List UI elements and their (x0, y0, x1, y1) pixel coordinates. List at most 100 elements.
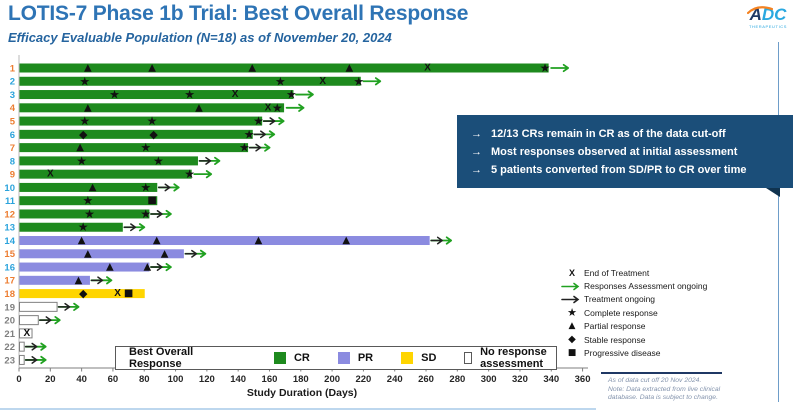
x-axis-tick-label: 280 (449, 374, 465, 385)
stable-marker: ◆ (79, 287, 88, 300)
treatment-ongoing-arrow (198, 156, 212, 165)
x-axis-tick-label: 140 (230, 374, 246, 385)
patient-id-label: 17 (4, 276, 15, 287)
patient-bar (19, 315, 39, 326)
patient-id-label: 13 (4, 223, 15, 234)
patient-bar (19, 262, 150, 272)
arrow-bullet-icon: → (471, 145, 482, 158)
partial-marker: ▲ (84, 102, 92, 113)
progressive-marker: ■ (124, 288, 133, 299)
patient-id-label: 8 (10, 156, 15, 167)
patient-bar (19, 222, 123, 232)
patient-bar (19, 341, 25, 352)
bor-color-swatch (273, 352, 286, 364)
patient-bar (19, 301, 58, 312)
patient-id-label: 4 (10, 103, 16, 114)
patient-id-label: 23 (4, 355, 15, 366)
swimmer-plot: 0 20 40 60 80 100 120 140 160 180 200 220 240 260 280 3… (0, 55, 600, 405)
complete-marker: ★ (140, 180, 151, 194)
complete-marker: ★ (286, 88, 297, 102)
patient-id-label: 20 (4, 316, 15, 327)
footnote-line: database. Data is subject to change. (608, 394, 718, 402)
treatment-ongoing-arrow (24, 342, 38, 351)
x-axis-tick-label: 260 (418, 374, 434, 385)
partial-marker: ▲ (76, 142, 84, 153)
complete-marker: ★ (79, 74, 90, 88)
assessment-ongoing-arrow (550, 63, 570, 73)
x-axis-tick-label: 0 (16, 374, 21, 385)
complete-marker: ★ (84, 207, 95, 221)
partial-marker: ▲ (89, 182, 97, 193)
swimmer-plot-svg: 0 20 40 60 80 100 120 140 160 180 200 220 240 260 280 3… (4, 55, 591, 399)
treatment-ongoing-arrow (430, 236, 443, 245)
logo-subtext: THERAPEUTICS (748, 24, 788, 29)
patient-id-label: 9 (10, 170, 15, 181)
right-accent-line (778, 42, 779, 402)
patient-id-label: 16 (4, 262, 15, 273)
x-axis-tick-label: 240 (387, 374, 403, 385)
patient-bar (19, 328, 33, 339)
progressive-marker: ■ (147, 195, 156, 206)
complete-marker: ★ (184, 167, 195, 181)
partial-legend-icon: ▲ (568, 321, 576, 332)
patient-id-label: 14 (4, 236, 15, 247)
complete-marker: ★ (353, 74, 364, 88)
marker-legend-item: ■ Progressive disease (560, 346, 775, 359)
partial-marker: ▲ (161, 248, 169, 259)
x-axis-title: Study Duration (Days) (247, 387, 357, 399)
treatment-ongoing-arrow (39, 316, 52, 325)
complete-marker: ★ (79, 114, 90, 128)
partial-marker: ▲ (345, 63, 353, 74)
adc-therapeutics-logo: ADC THERAPEUTICS (746, 6, 790, 29)
progressive-legend-icon: ■ (567, 348, 577, 359)
assessment-ongoing-arrow (193, 170, 213, 179)
patient-id-label: 1 (10, 63, 16, 74)
x-axis-tick-label: 300 (481, 374, 497, 385)
marker-legend-label: Progressive disease (584, 348, 661, 359)
marker-legend-label: End of Treatment (584, 267, 650, 278)
stable-marker: ◆ (149, 128, 158, 141)
footnote-line: Note: Data extracted from live clinical (608, 385, 721, 393)
partial-marker: ▲ (148, 63, 156, 74)
treatment-ongoing-arrow (123, 223, 137, 232)
treatment-ongoing-arrow (158, 183, 171, 192)
eot-marker: X (47, 169, 54, 180)
treatment-ongoing-arrow (262, 117, 276, 126)
footnote: As of data cut off 20 Nov 2024. Note: Dat… (608, 377, 778, 403)
complete-marker: ★ (239, 141, 250, 155)
complete-marker: ★ (109, 88, 120, 102)
arrow-bullet-icon: → (471, 127, 482, 140)
assessment-ongoing-arrow (362, 77, 382, 86)
complete-marker: ★ (147, 114, 158, 128)
treatment-ongoing-arrow (150, 210, 163, 218)
key-findings-callout: → 12/13 CRs remain in CR as of the data c… (457, 115, 793, 188)
stable-legend-icon: ◆ (568, 333, 576, 345)
arrow-bullet-icon: → (471, 163, 482, 176)
bottom-accent-line (0, 408, 596, 410)
marker-legend-label: Complete response (584, 307, 658, 318)
best-overall-response-legend: Best Overall Response CR PR SD No response … (115, 346, 557, 370)
footnote-divider (601, 372, 722, 374)
treatment-ongoing-arrow (57, 302, 71, 311)
bor-color-swatch (337, 352, 350, 364)
x-axis-tick-label: 100 (168, 374, 184, 385)
stable-marker: ◆ (79, 128, 88, 141)
patient-bar (19, 196, 158, 206)
patient-id-label: 21 (4, 329, 15, 340)
partial-marker: ▲ (342, 235, 350, 246)
eot-marker: X (232, 89, 239, 100)
eot-marker: X (319, 76, 326, 87)
marker-legend-label: Responses Assessment ongoing (584, 281, 708, 292)
patient-bar (19, 76, 361, 86)
callout-bullet: → 12/13 CRs remain in CR as of the data c… (457, 128, 793, 140)
x-axis-tick-label: 200 (324, 374, 340, 385)
callout-bullet-text: 12/13 CRs remain in CR as of the data cu… (491, 127, 726, 140)
footnote-line: As of data cut off 20 Nov 2024. (608, 377, 702, 384)
complete-marker: ★ (244, 127, 255, 141)
arrow-assessment-legend-icon (560, 282, 584, 291)
partial-marker: ▲ (248, 63, 256, 74)
patient-bar (19, 236, 430, 246)
complete-marker: ★ (76, 154, 87, 168)
patient-bar (19, 209, 150, 219)
